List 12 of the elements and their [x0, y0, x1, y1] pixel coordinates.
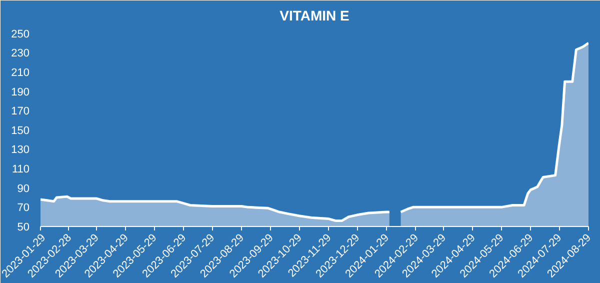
chart-title: VITAMIN E [280, 8, 350, 24]
y-tick-label: 150 [11, 124, 30, 137]
y-tick-label: 210 [11, 66, 30, 79]
y-tick-label: 230 [11, 48, 30, 60]
y-tick-label: 130 [11, 144, 30, 156]
y-tick-label: 50 [17, 222, 30, 234]
y-tick-label: 70 [17, 202, 30, 214]
y-tick-label: 250 [11, 28, 30, 40]
y-tick-label: 190 [11, 86, 30, 98]
y-tick-label: 90 [17, 182, 30, 195]
y-tick-label: 110 [12, 164, 30, 176]
y-tick-label: 170 [11, 106, 30, 118]
